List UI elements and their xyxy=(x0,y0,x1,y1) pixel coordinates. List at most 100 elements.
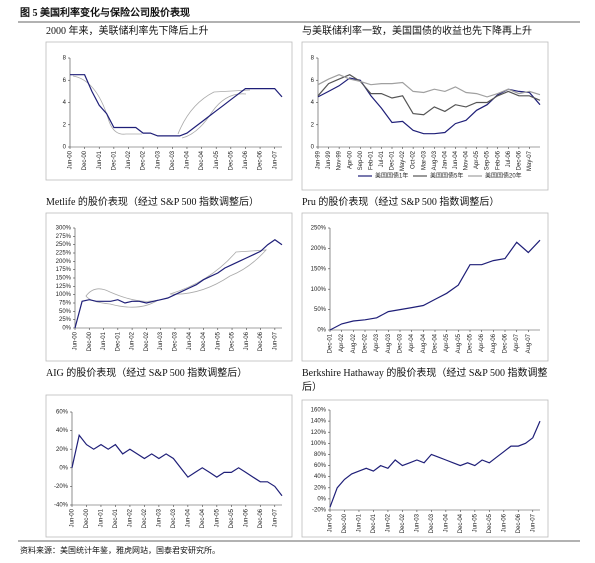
y-tick-label: 50% xyxy=(59,309,72,315)
y-tick-label: 4 xyxy=(63,100,67,106)
x-tick-label: Apr-05 xyxy=(444,333,450,352)
y-tick-label: 0% xyxy=(62,326,71,332)
x-tick-label: Dec-06 xyxy=(258,331,264,351)
y-tick-label: 0 xyxy=(63,145,67,151)
y-tick-label: 250% xyxy=(56,242,72,248)
x-tick-label: Jun-04 xyxy=(185,508,191,527)
x-tick-label: Apr-05 xyxy=(474,150,480,169)
highlight xyxy=(181,93,247,139)
x-tick-label: Jan-99 xyxy=(316,150,322,169)
x-tick-label: Jun-05 xyxy=(214,150,220,169)
source: 资料来源：美国统计年鉴，雅虎网站，国泰君安研究所。 xyxy=(20,546,220,555)
x-tick-label: Jul-01 xyxy=(379,150,385,167)
x-tick-label: Jun-00 xyxy=(73,331,79,350)
y-tick-label: 80% xyxy=(314,452,327,458)
y-tick-label: 150% xyxy=(311,266,327,272)
x-tick-label: Jun-03 xyxy=(156,508,162,527)
y-tick-label: 0 xyxy=(311,145,315,151)
x-tick-label: Dec-05 xyxy=(468,333,474,353)
x-tick-label: Jun-03 xyxy=(155,150,161,169)
y-tick-label: 275% xyxy=(56,234,72,240)
x-tick-label: Dec-05 xyxy=(487,513,493,533)
y-tick-label: 40% xyxy=(314,474,327,480)
chart-frame xyxy=(301,212,549,362)
y-tick-label: 100% xyxy=(311,287,327,293)
x-tick-label: Dec-06 xyxy=(503,333,509,353)
x-tick-label: Dec-01 xyxy=(111,150,117,170)
x-tick-label: Dec-02 xyxy=(363,333,369,353)
y-tick-label: 40% xyxy=(56,428,69,434)
y-tick-label: 8 xyxy=(311,56,315,62)
x-tick-label: Dec-05 xyxy=(228,150,234,170)
figure-title: 图 5 美国利率变化与保险公司股价表现 xyxy=(20,8,190,19)
x-tick-label: Jun-05 xyxy=(215,331,221,350)
x-tick-label: Jun-06 xyxy=(243,508,249,527)
line-series xyxy=(70,74,283,137)
line-series xyxy=(74,238,283,329)
y-tick-label: 4 xyxy=(311,100,315,106)
x-tick-label: Aug-02 xyxy=(351,333,357,353)
y-tick-label: 160% xyxy=(311,408,327,414)
x-tick-label: Jun-04 xyxy=(187,331,193,350)
y-tick-label: 20% xyxy=(56,447,69,453)
x-tick-label: Dec-06 xyxy=(516,513,522,533)
x-tick-label: Jun-02 xyxy=(386,513,392,532)
y-tick-label: 0% xyxy=(317,496,326,502)
x-tick-label: Apr-02 xyxy=(339,333,345,352)
x-tick-label: Jun-07 xyxy=(272,331,278,350)
x-tick-label: Dec-02 xyxy=(141,150,147,170)
x-tick-label: Feb-06 xyxy=(495,150,501,170)
y-tick-label: 100% xyxy=(311,441,327,447)
x-tick-label: Jun-02 xyxy=(128,508,134,527)
x-tick-label: Jun-04 xyxy=(185,150,191,169)
x-tick-label: Dec-01 xyxy=(113,508,119,528)
y-tick-label: 200% xyxy=(311,246,327,252)
y-tick-label: 6 xyxy=(63,78,67,84)
x-tick-label: Jun-06 xyxy=(244,331,250,350)
x-tick-label: Jun-06 xyxy=(243,150,249,169)
y-tick-label: 25% xyxy=(59,317,72,323)
x-tick-label: May-07 xyxy=(527,150,533,171)
x-tick-label: Dec-03 xyxy=(398,333,404,353)
y-tick-label: 150% xyxy=(56,276,72,282)
x-tick-label: Dec-02 xyxy=(400,513,406,533)
y-tick-label: 175% xyxy=(56,267,72,273)
y-tick-label: 120% xyxy=(311,430,327,436)
line-series xyxy=(317,74,541,116)
x-tick-label: Jun-04 xyxy=(443,513,449,532)
x-tick-label: Dec-04 xyxy=(458,513,464,533)
chart-frame xyxy=(45,41,293,181)
x-tick-label: Jul-06 xyxy=(506,150,512,167)
x-tick-label: Feb-01 xyxy=(368,150,374,170)
x-tick-label: Jun-07 xyxy=(272,508,278,527)
x-tick-label: Dec-03 xyxy=(171,508,177,528)
y-tick-label: -20% xyxy=(54,484,69,490)
x-tick-label: Dec-01 xyxy=(371,513,377,533)
x-tick-label: Jun-01 xyxy=(99,508,105,527)
x-tick-label: Mar-03 xyxy=(421,150,427,170)
x-tick-label: Jun-03 xyxy=(414,513,420,532)
x-tick-label: Apr-04 xyxy=(409,333,415,352)
legend-label: 美国国债1年 xyxy=(375,172,408,180)
y-tick-label: 200% xyxy=(56,259,72,265)
x-tick-label: Dec-02 xyxy=(142,508,148,528)
y-tick-label: 100% xyxy=(56,292,72,298)
x-tick-label: Jun-02 xyxy=(130,331,136,350)
y-tick-label: 0% xyxy=(317,328,326,334)
chart-frame xyxy=(45,212,293,362)
x-tick-label: Dec-01 xyxy=(115,331,121,351)
x-tick-label: Nov-04 xyxy=(464,150,470,170)
x-tick-label: Jun-00 xyxy=(68,150,74,169)
x-tick-label: Oct-02 xyxy=(411,150,417,169)
x-tick-label: Jun-02 xyxy=(126,150,132,169)
y-tick-label: 75% xyxy=(59,301,72,307)
chart-title: Berkshire Hathaway 的股价表现（经过 S&P 500 指数调整… xyxy=(302,368,548,393)
y-tick-label: 125% xyxy=(56,284,72,290)
x-tick-label: Dec-04 xyxy=(200,508,206,528)
x-tick-label: Dec-06 xyxy=(258,150,264,170)
x-tick-label: Apr-00 xyxy=(347,150,353,169)
line-series xyxy=(317,74,541,98)
y-tick-label: 140% xyxy=(311,419,327,425)
